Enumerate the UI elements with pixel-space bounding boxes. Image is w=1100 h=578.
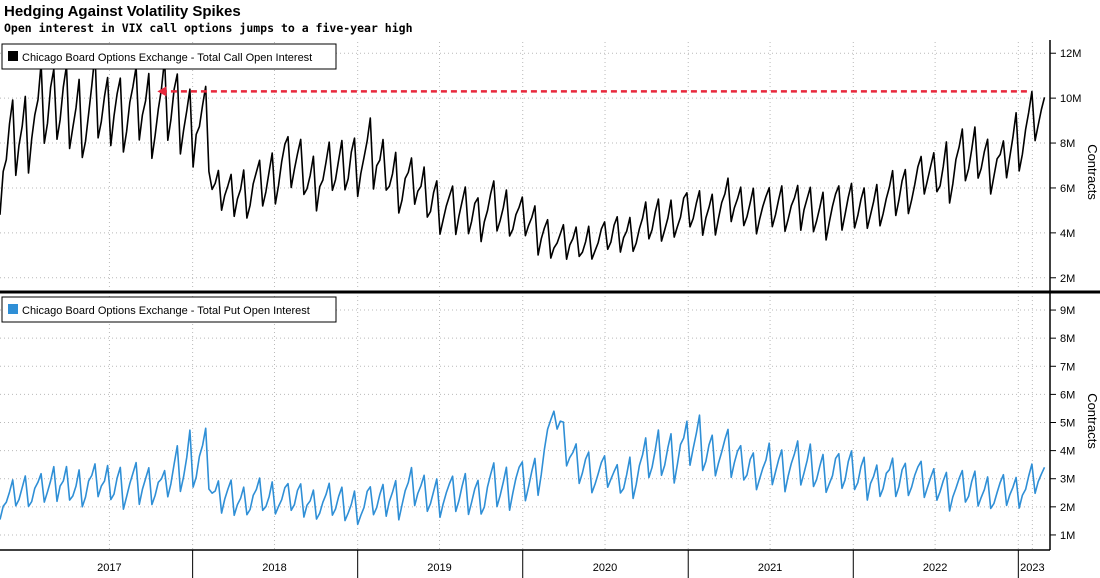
y-tick-label: 12M bbox=[1060, 48, 1081, 60]
y-tick-label: 2M bbox=[1060, 502, 1075, 514]
top-legend-label: Chicago Board Options Exchange - Total C… bbox=[22, 52, 312, 64]
top-y-axis: 2M 4M 6M 8M 10M 12M bbox=[1050, 48, 1081, 285]
y-tick-label: 7M bbox=[1060, 361, 1075, 373]
top-y-axis-title: Contracts bbox=[1085, 144, 1100, 200]
bottom-y-axis: 1M 2M 3M 4M 5M 6M 7M 8M 9M bbox=[1050, 305, 1075, 542]
x-tick-label: 2019 bbox=[427, 562, 451, 574]
x-tick-label: 2017 bbox=[97, 562, 121, 574]
top-legend: Chicago Board Options Exchange - Total C… bbox=[1, 43, 337, 70]
x-tick-label: 2018 bbox=[262, 562, 286, 574]
y-tick-label: 10M bbox=[1060, 93, 1081, 105]
y-tick-label: 6M bbox=[1060, 183, 1075, 195]
chart-subtitle: Open interest in VIX call options jumps … bbox=[4, 21, 413, 35]
x-tick-label: 2021 bbox=[758, 562, 782, 574]
bottom-legend-label: Chicago Board Options Exchange - Total P… bbox=[22, 305, 310, 317]
bottom-panel-grid bbox=[0, 296, 1045, 549]
y-tick-label: 6M bbox=[1060, 389, 1075, 401]
x-tick-label: 2022 bbox=[923, 562, 947, 574]
series-line bbox=[0, 52, 1046, 260]
bottom-legend: Chicago Board Options Exchange - Total P… bbox=[1, 296, 337, 323]
y-tick-label: 3M bbox=[1060, 474, 1075, 486]
x-tick-label: 2023 bbox=[1020, 562, 1044, 574]
bottom-legend-box bbox=[1, 296, 337, 323]
top-panel-grid bbox=[0, 42, 1045, 289]
y-tick-label: 4M bbox=[1060, 446, 1075, 458]
annotation-arrowhead bbox=[157, 86, 167, 97]
bottom-y-axis-title: Contracts bbox=[1085, 393, 1100, 449]
chart-title: Hedging Against Volatility Spikes bbox=[4, 3, 241, 20]
x-axis: 2017 2018 2019 2020 2021 2022 2023 bbox=[97, 550, 1045, 578]
put-open-interest-series bbox=[0, 410, 1046, 526]
y-tick-label: 4M bbox=[1060, 228, 1075, 240]
y-tick-label: 1M bbox=[1060, 530, 1075, 542]
y-tick-label: 8M bbox=[1060, 333, 1075, 345]
five-year-high-arrow bbox=[157, 86, 1027, 97]
y-tick-label: 5M bbox=[1060, 418, 1075, 430]
y-tick-label: 8M bbox=[1060, 138, 1075, 150]
call-open-interest-series bbox=[0, 52, 1046, 260]
top-legend-swatch bbox=[8, 51, 18, 61]
x-tick-label: 2020 bbox=[593, 562, 617, 574]
bottom-legend-swatch bbox=[8, 304, 18, 314]
series-line bbox=[0, 410, 1046, 526]
top-legend-box bbox=[1, 43, 337, 70]
y-tick-label: 9M bbox=[1060, 305, 1075, 317]
y-tick-label: 2M bbox=[1060, 273, 1075, 285]
